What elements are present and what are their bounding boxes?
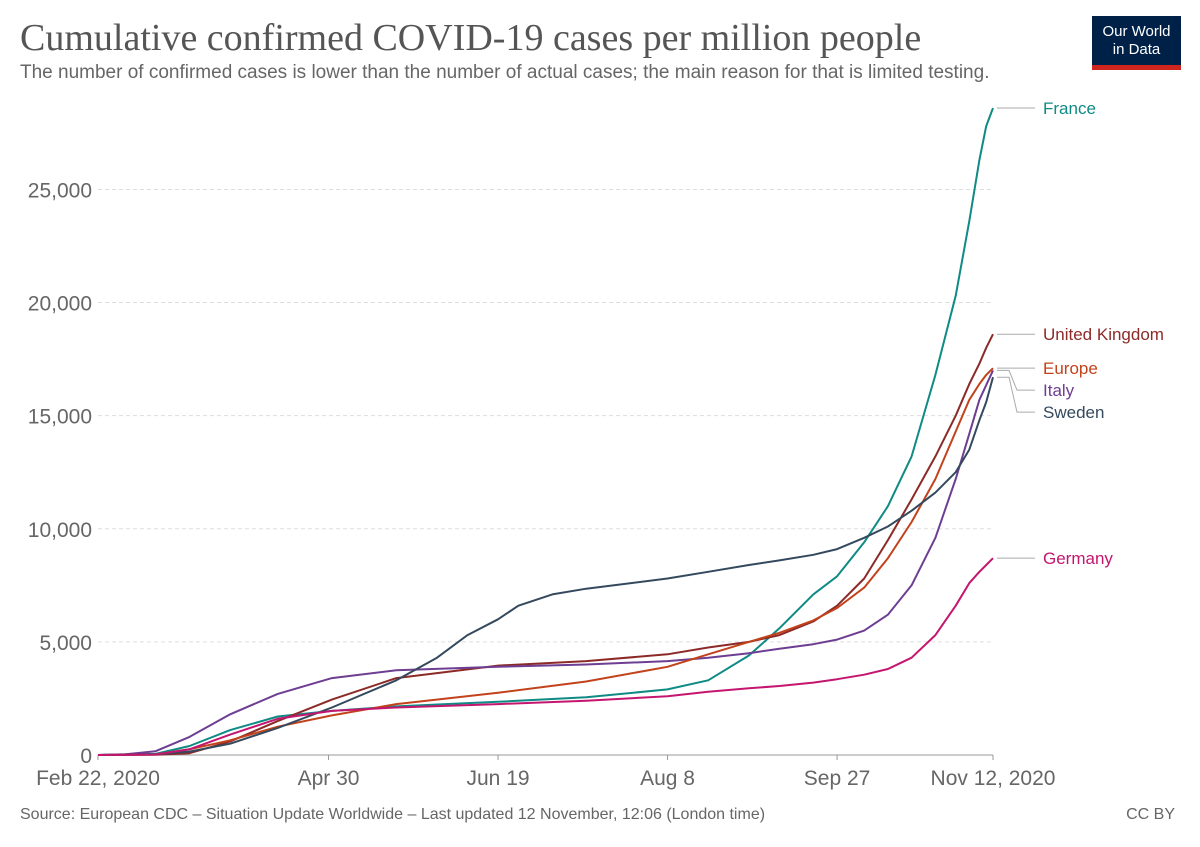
y-tick-label: 5,000	[39, 632, 92, 655]
series-labels: France United Kingdom Europe Italy Sweden Ger…	[997, 99, 1164, 568]
logo-line-1: Our World	[1102, 23, 1171, 40]
series-line-italy[interactable]	[97, 369, 994, 756]
axes: 0 5,000 10,000 15,000 20,000 25,000 Feb 22, 20…	[28, 179, 1056, 790]
leader-line-italy	[997, 369, 1035, 391]
owid-logo[interactable]: Our World in Data	[1092, 16, 1181, 70]
series-line-sweden[interactable]	[97, 376, 994, 756]
x-tick-label: Jun 19	[467, 767, 530, 790]
x-tick-label: Nov 12, 2020	[931, 767, 1056, 790]
series-line-france[interactable]	[97, 107, 994, 756]
y-tick-label: 0	[80, 745, 92, 768]
series-line-united-kingdom[interactable]	[97, 333, 994, 756]
series-label-europe[interactable]: Europe	[1043, 359, 1098, 378]
x-tick-label: Apr 30	[298, 767, 360, 790]
series-label-sweden[interactable]: Sweden	[1043, 403, 1104, 422]
series-label-france[interactable]: France	[1043, 99, 1096, 118]
logo-accent-bar	[1092, 65, 1181, 70]
series-label-united-kingdom[interactable]: United Kingdom	[1043, 325, 1164, 344]
logo-line-2: in Data	[1112, 41, 1161, 58]
x-tick-label: Feb 22, 2020	[36, 767, 160, 790]
y-tick-label: 20,000	[28, 293, 92, 316]
y-tick-label: 25,000	[28, 179, 92, 202]
license-link[interactable]: CC BY	[1126, 806, 1175, 823]
series-label-germany[interactable]: Germany	[1043, 549, 1113, 568]
chart-subtitle: The number of confirmed cases is lower t…	[20, 62, 990, 83]
series-line-europe[interactable]	[97, 367, 994, 756]
x-tick-label: Sep 27	[804, 767, 871, 790]
leader-line-sweden	[997, 376, 1035, 413]
x-tick-label: Aug 8	[640, 767, 695, 790]
series-line-germany[interactable]	[97, 557, 994, 756]
series-lines	[97, 107, 994, 756]
source-note: Source: European CDC – Situation Update …	[20, 806, 766, 823]
y-tick-label: 10,000	[28, 519, 92, 542]
gridlines	[98, 188, 993, 643]
y-tick-label: 15,000	[28, 406, 92, 429]
series-label-italy[interactable]: Italy	[1043, 381, 1075, 400]
chart-title: Cumulative confirmed COVID-19 cases per …	[20, 17, 922, 59]
